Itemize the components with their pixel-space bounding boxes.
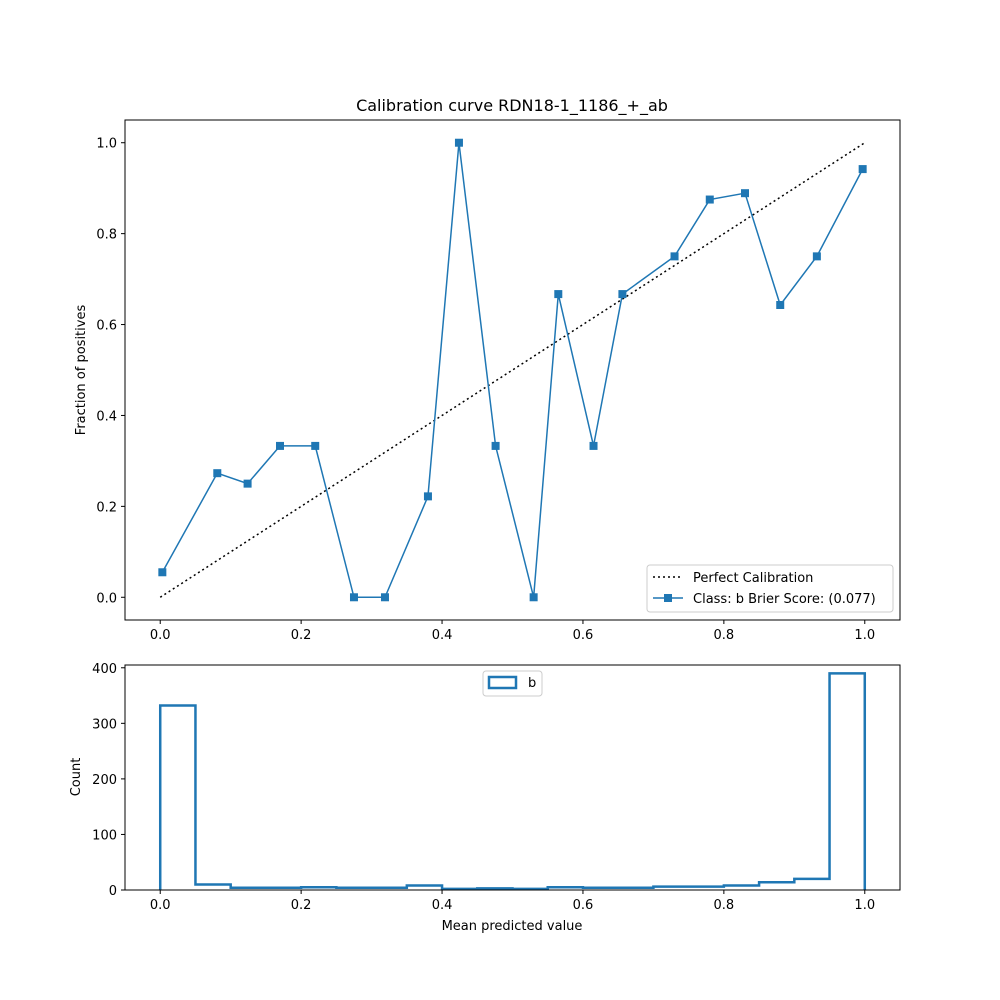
calibration-ticks: 0.0 0.2 0.4 0.6 0.8 1.0 0.0 0.2 0.4 0.6 0.8 1.0 (96, 137, 875, 643)
histogram-y-tick-label: 300 (92, 717, 117, 732)
class-b-calibration-point (858, 165, 867, 174)
calibration-plot: Calibration curve RDN18-1_1186_+_ab Frac… (74, 96, 901, 643)
class-b-calibration-point (349, 593, 358, 602)
calibration-chart-title: Calibration curve RDN18-1_1186_+_ab (356, 96, 668, 116)
legend-class-b-swatch-marker (664, 594, 672, 602)
histogram-x-tick-label: 0.4 (432, 898, 453, 913)
histogram-y-tick-label: 200 (92, 773, 117, 788)
class-b-calibration-point (380, 593, 389, 602)
class-b-calibration-point (705, 195, 714, 204)
histogram-plot: Count Mean predicted value 0.0 0.2 0.4 0.6 0… (69, 662, 901, 934)
histogram-x-tick-label: 0.2 (291, 898, 312, 913)
calibration-y-tick-label: 0.0 (96, 591, 117, 606)
calibration-y-tick-label: 0.8 (96, 228, 117, 243)
class-b-calibration-point (554, 290, 563, 299)
legend-b-label: b (528, 676, 536, 691)
class-b-calibration-point (812, 252, 821, 261)
calibration-series (158, 138, 867, 602)
class-b-calibration-point (529, 593, 538, 602)
calibration-y-tick-label: 0.2 (96, 500, 117, 515)
histogram-y-tick-label: 0 (109, 884, 117, 899)
legend-b-swatch (487, 675, 518, 690)
calibration-legend-box (646, 564, 894, 613)
calibration-legend: Perfect Calibration Class: b Brier Score… (646, 564, 894, 613)
class-b-calibration-point (423, 492, 432, 501)
histogram-legend: b (482, 670, 543, 697)
perfect-calibration-line (159, 142, 866, 598)
histogram-x-tick-label: 0.8 (714, 898, 735, 913)
class-b-calibration-point (741, 189, 749, 198)
class-b-calibration-point (454, 138, 463, 147)
calibration-y-axis-label: Fraction of positives (74, 305, 89, 436)
class-b-calibration-point (589, 441, 598, 450)
histogram-y-tick-label: 100 (92, 828, 117, 843)
calibration-x-tick-label: 0.8 (714, 628, 735, 643)
class-b-calibration-point (776, 301, 785, 309)
class-b-calibration-point (670, 252, 679, 261)
calibration-y-tick-label: 0.4 (96, 409, 117, 424)
histogram-y-tick-label: 400 (92, 662, 117, 677)
histogram-plot-frame (124, 664, 901, 891)
legend-class-b-label: Class: b Brier Score: (0.077) (693, 592, 876, 607)
class-b-calibration-point (618, 290, 627, 299)
class-b-calibration-point (311, 441, 320, 450)
class-b-calibration-point (276, 441, 284, 450)
histogram-bin (160, 706, 195, 890)
histogram-x-tick-label: 0.6 (573, 898, 594, 913)
histogram-x-tick-label: 1.0 (854, 898, 875, 913)
class-b-calibration-point (213, 469, 222, 478)
histogram-bin (794, 879, 829, 890)
class-b-calibration-point (491, 441, 500, 450)
calibration-x-tick-label: 0.6 (573, 628, 594, 643)
calibration-y-tick-label: 0.6 (96, 319, 117, 334)
calibration-x-tick-label: 0.0 (150, 628, 171, 643)
calibration-y-tick-label: 1.0 (96, 137, 117, 152)
calibration-x-tick-label: 1.0 (854, 628, 875, 643)
histogram-bin (830, 673, 865, 890)
calibration-x-tick-label: 0.2 (291, 628, 312, 643)
histogram-x-axis-label: Mean predicted value (442, 919, 583, 934)
calibration-x-tick-label: 0.4 (432, 628, 453, 643)
calibration-plot-frame (124, 119, 901, 621)
class-b-calibration-point (243, 479, 252, 488)
histogram-step-outline (158, 672, 867, 891)
histogram-ticks: 0.0 0.2 0.4 0.6 0.8 1.0 0 100 200 300 400 (92, 662, 875, 913)
histogram-series (158, 672, 867, 891)
class-b-calibration-line (161, 142, 864, 599)
histogram-x-tick-label: 0.0 (150, 898, 171, 913)
legend-perfect-calibration-label: Perfect Calibration (693, 571, 813, 586)
class-b-calibration-point (158, 568, 167, 577)
histogram-y-axis-label: Count (69, 758, 84, 797)
